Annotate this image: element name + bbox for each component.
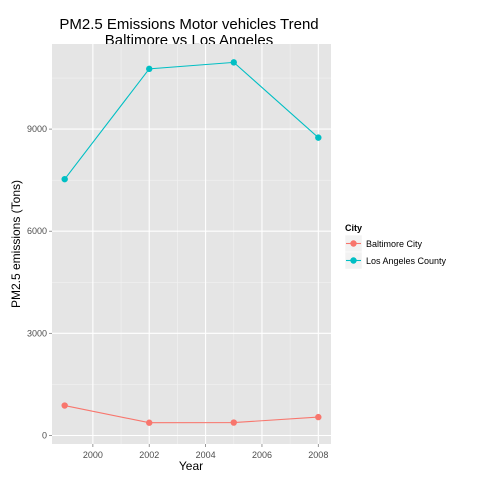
x-tick-label: 2006 [252,450,272,460]
data-point-baltimore-city [315,413,322,421]
x-tick-label: 2004 [196,450,216,460]
chart-title-line-1: PM2.5 Emissions Motor vehicles Trend [59,16,318,33]
series-line-los-angeles-county [64,61,319,180]
plot-panel [52,44,331,444]
data-point-los-angeles-county [315,134,322,141]
data-point-baltimore-city [230,419,237,426]
y-tick-label: 6000 [27,226,47,236]
series-layer [61,59,322,426]
legend-label-los-angeles-county: Los Angeles County [366,256,447,266]
series-line-baltimore-city [64,404,319,424]
legend-title: City [345,223,362,233]
data-point-los-angeles-county [61,175,68,183]
major-gridlines [52,44,331,444]
y-axis-title: PM2.5 emissions (Tons) [9,180,23,308]
legend-key-point-baltimore-city [350,240,357,247]
y-tick-label: 3000 [27,328,47,338]
x-axis-ticks: 2000 2002 2004 2006 2008 [83,444,328,460]
x-tick-label: 2000 [83,450,103,460]
legend-items: Baltimore City Los Angeles County [344,234,447,270]
legend-label-baltimore-city: Baltimore City [366,239,423,249]
data-point-los-angeles-county [146,65,153,73]
y-tick-label: 0 [42,430,47,440]
data-point-baltimore-city [61,402,68,409]
legend: City Baltimore City Los Angeles County [344,223,447,270]
y-tick-label: 9000 [27,124,47,134]
data-point-baltimore-city [146,419,153,426]
x-tick-label: 2008 [308,450,328,460]
y-axis-ticks: 0 3000 6000 9000 [27,124,52,440]
legend-key-point-los-angeles-county [350,257,357,264]
x-tick-label: 2002 [139,450,159,460]
data-point-los-angeles-county [230,59,237,66]
minor-gridlines [52,44,331,444]
x-axis-title: Year [179,459,203,473]
